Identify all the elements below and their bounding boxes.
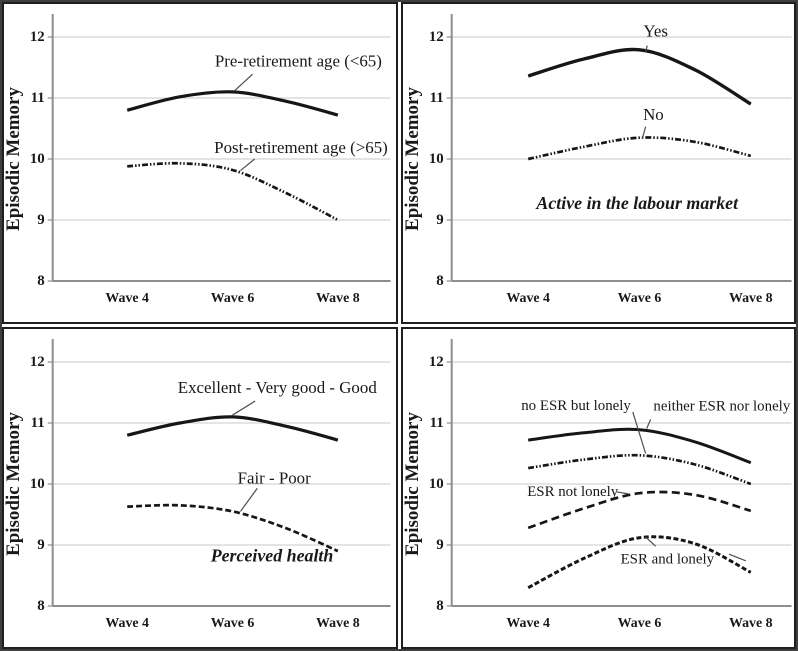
- leader-line: [631, 411, 646, 454]
- y-tick-label: 11: [429, 415, 443, 431]
- annotation-esr-and-lonely: ESR and lonely: [620, 552, 714, 568]
- chart-retirement-age: 8 9 10 11 12 Wave 4 Wave 6 Wave 8 Episodic Memor…: [4, 14, 391, 306]
- panel-esr-loneliness: 8 9 10 11 12 Wave 4 Wave 6 Wave 8 Episodic Memor…: [400, 327, 796, 649]
- y-tick-label: 11: [31, 90, 45, 106]
- annotation-post-retirement-age-65: Post-retirement age (>65): [214, 138, 388, 157]
- y-tick-label: 8: [436, 273, 443, 289]
- leader-line: [641, 126, 646, 140]
- panel-retirement-age: 8 9 10 11 12 Wave 4 Wave 6 Wave 8 Episodic Memor…: [2, 2, 398, 324]
- chart-perceived-health: 8 9 10 11 12 Wave 4 Wave 6 Wave 8 Episodic Memor…: [4, 339, 391, 631]
- curve-post-retirement-age-65: [127, 161, 339, 222]
- x-tick-label: Wave 4: [105, 616, 149, 631]
- leader-line: [728, 553, 746, 562]
- leader-line: [240, 158, 256, 172]
- y-axis-title: Episodic Memory: [403, 86, 423, 230]
- x-tick-label: Wave 6: [211, 616, 255, 631]
- annotation-neither-esr-nor-lonely: neither ESR nor lonely: [653, 399, 790, 415]
- y-tick-label: 9: [436, 537, 443, 553]
- annotation-perceived-health: Perceived health: [210, 545, 334, 565]
- y-tick-label: 9: [37, 537, 44, 553]
- annotation-pre-retirement-age-65: Pre-retirement age (<65): [215, 51, 382, 70]
- x-tick-label: Wave 8: [316, 616, 360, 631]
- y-axis-title: Episodic Memory: [4, 86, 24, 230]
- curve-esr-not-lonely: [527, 490, 751, 530]
- y-tick-label: 12: [30, 354, 45, 370]
- curve-pre-retirement-age-65: [126, 90, 339, 117]
- x-tick-label: Wave 8: [728, 291, 772, 306]
- annotation-yes: Yes: [643, 21, 668, 40]
- curve-yes: [527, 47, 752, 106]
- x-tick-label: Wave 4: [105, 291, 149, 306]
- leader-line: [644, 536, 656, 547]
- x-tick-label: Wave 4: [506, 291, 550, 306]
- annotation-active-in-the-labour-market: Active in the labour market: [535, 193, 739, 213]
- y-axis-title: Episodic Memory: [403, 411, 423, 555]
- y-tick-label: 12: [428, 354, 443, 370]
- y-tick-label: 8: [37, 273, 44, 289]
- panel-perceived-health: 8 9 10 11 12 Wave 4 Wave 6 Wave 8 Episodic Memor…: [2, 327, 398, 649]
- chart-labour-market: 8 9 10 11 12 Wave 4 Wave 6 Wave 8 Episodic Memor…: [403, 14, 792, 306]
- leader-line: [234, 73, 253, 92]
- leader-line: [239, 487, 258, 512]
- leader-line: [644, 45, 648, 52]
- annotation-esr-not-lonely: ESR not lonely: [527, 484, 619, 500]
- y-tick-label: 8: [37, 598, 44, 614]
- y-tick-label: 12: [30, 29, 45, 45]
- x-tick-label: Wave 8: [316, 291, 360, 306]
- y-tick-label: 10: [30, 151, 45, 167]
- y-tick-label: 9: [37, 212, 44, 228]
- y-tick-label: 10: [428, 151, 443, 167]
- leader-line: [232, 400, 256, 416]
- curve-esr-and-lonely: [527, 535, 751, 590]
- curve-neither-esr-nor-lonely: [527, 427, 751, 465]
- y-tick-label: 12: [428, 29, 443, 45]
- y-tick-label: 10: [428, 476, 443, 492]
- y-tick-label: 10: [30, 476, 45, 492]
- panel-labour-market: 8 9 10 11 12 Wave 4 Wave 6 Wave 8 Episodic Memor…: [400, 2, 796, 324]
- annotation-fair-poor: Fair - Poor: [238, 468, 312, 487]
- curve-excellent-very-good-good: [126, 415, 339, 442]
- y-tick-label: 11: [429, 90, 443, 106]
- annotation-no-esr-but-lonely: no ESR but lonely: [521, 398, 631, 414]
- y-axis-title: Episodic Memory: [4, 411, 24, 555]
- y-tick-label: 8: [436, 598, 443, 614]
- x-tick-label: Wave 6: [617, 616, 661, 631]
- x-tick-label: Wave 8: [728, 616, 772, 631]
- curve-fair-poor: [127, 503, 339, 553]
- curve-no-esr-but-lonely: [527, 453, 751, 486]
- annotation-no: No: [643, 105, 664, 124]
- annotation-excellent-very-good-good: Excellent - Very good - Good: [178, 378, 377, 397]
- x-tick-label: Wave 6: [617, 291, 661, 306]
- chart-esr-loneliness: 8 9 10 11 12 Wave 4 Wave 6 Wave 8 Episodic Memor…: [403, 339, 792, 631]
- x-tick-label: Wave 6: [211, 291, 255, 306]
- y-tick-label: 9: [436, 212, 443, 228]
- x-tick-label: Wave 4: [506, 616, 550, 631]
- leader-line: [616, 491, 628, 495]
- y-tick-label: 11: [31, 415, 45, 431]
- curve-no: [527, 136, 751, 161]
- leader-line: [645, 419, 651, 429]
